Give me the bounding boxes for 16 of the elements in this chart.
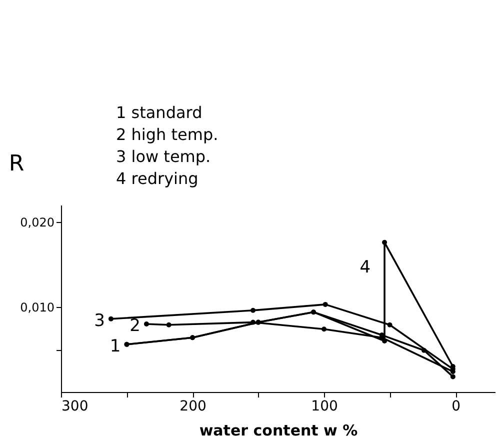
y-tick-label: 0,020 bbox=[20, 216, 54, 230]
text: 4 redrying bbox=[116, 169, 198, 188]
series-label: 1 bbox=[110, 336, 121, 356]
x-tick-label: 0 bbox=[452, 398, 461, 414]
x-tick-label: 100 bbox=[311, 398, 338, 414]
x-axis-title: water content w % bbox=[199, 422, 358, 440]
x-tick-label: 300 bbox=[62, 398, 88, 414]
text: 3 low temp. bbox=[116, 147, 211, 166]
text: 1 standard bbox=[116, 103, 202, 122]
series-label: 3 bbox=[94, 310, 105, 331]
text: 2 high temp. bbox=[116, 125, 218, 144]
y-axis-title: R bbox=[8, 152, 24, 176]
x-tick-label: 200 bbox=[180, 398, 206, 414]
series-label: 2 bbox=[130, 316, 140, 336]
y-tick-label: 0,010 bbox=[20, 300, 54, 314]
series-label: 4 bbox=[360, 257, 371, 278]
